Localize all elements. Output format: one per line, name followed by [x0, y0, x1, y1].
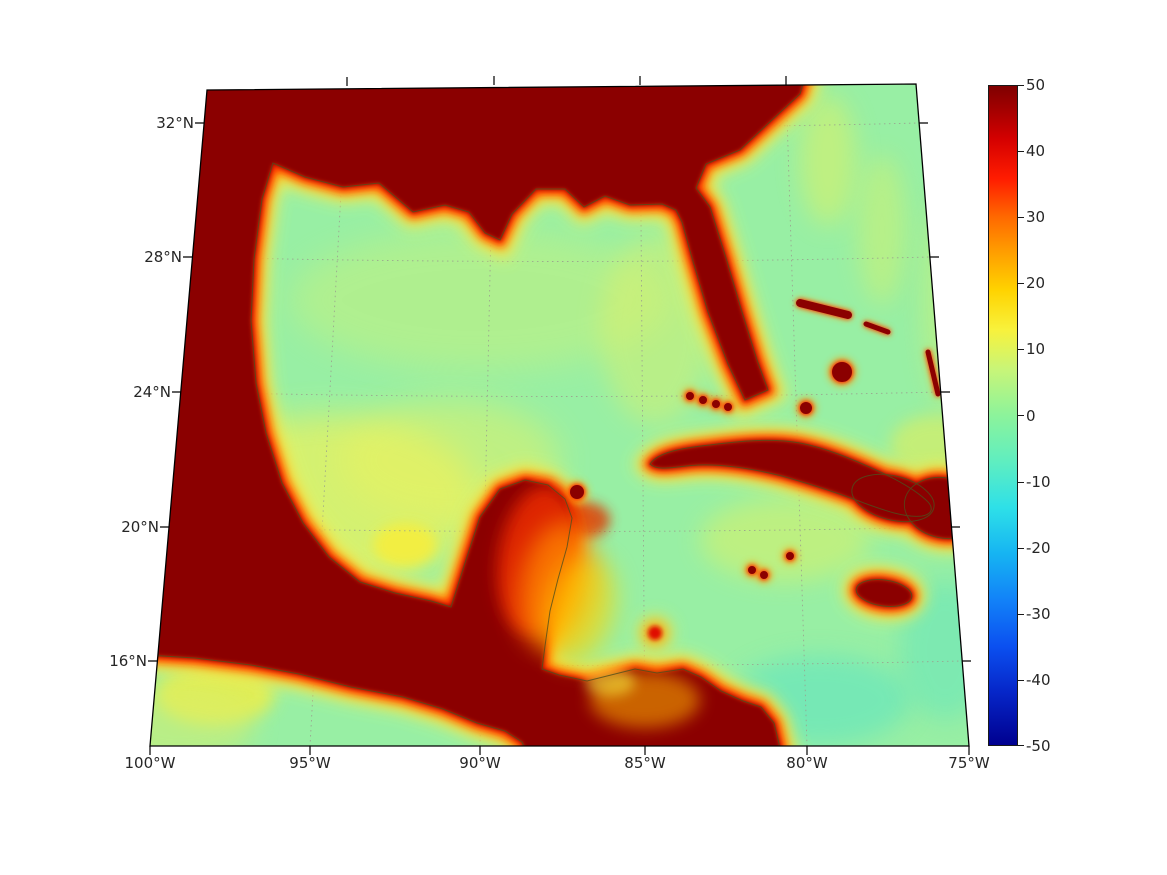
colorbar-tick-label: -20 — [1026, 539, 1051, 557]
colorbar-tick — [1018, 482, 1024, 483]
colorbar-tick — [1018, 217, 1024, 218]
colorbar-tick — [1018, 614, 1024, 615]
colorbar-tick-label: 30 — [1026, 208, 1046, 226]
map-frame — [148, 76, 971, 755]
y-tick-label: 28°N — [144, 248, 182, 266]
colorbar-tick-label: 20 — [1026, 274, 1046, 292]
colorbar-tick — [1018, 283, 1024, 284]
x-tick-label: 80°W — [786, 754, 828, 772]
x-tick-label: 95°W — [289, 754, 331, 772]
y-tick-label: 32°N — [156, 114, 194, 132]
x-tick-label: 100°W — [124, 754, 176, 772]
colorbar-tick — [1018, 349, 1024, 350]
y-tick-label: 16°N — [109, 652, 147, 670]
colorbar-tick-label: 0 — [1026, 407, 1036, 425]
colorbar — [988, 85, 1018, 746]
colorbar-tick-label: -40 — [1026, 671, 1051, 689]
colorbar-tick-label: 40 — [1026, 142, 1046, 160]
hot-spot — [637, 615, 673, 651]
x-tick-label: 85°W — [624, 754, 666, 772]
colorbar-tick — [1018, 680, 1024, 681]
colorbar-tick-label: 10 — [1026, 340, 1046, 358]
colorbar-tick — [1018, 745, 1024, 746]
map-field — [150, 84, 969, 746]
colorbar-tick — [1018, 151, 1024, 152]
y-tick-label: 24°N — [133, 383, 171, 401]
yucatan-gradient — [497, 485, 700, 728]
colorbar-tick — [1018, 415, 1024, 416]
x-tick-label: 75°W — [948, 754, 990, 772]
colorbar-tick — [1018, 548, 1024, 549]
axis-ticks — [148, 76, 971, 755]
colorbar-tick-label: -10 — [1026, 473, 1051, 491]
colorbar-tick-label: -30 — [1026, 605, 1051, 623]
colorbar-tick-label: -50 — [1026, 737, 1051, 755]
colorbar-tick — [1018, 85, 1024, 86]
colorbar-tick-label: 50 — [1026, 76, 1046, 94]
x-tick-label: 90°W — [459, 754, 501, 772]
y-tick-label: 20°N — [121, 518, 159, 536]
